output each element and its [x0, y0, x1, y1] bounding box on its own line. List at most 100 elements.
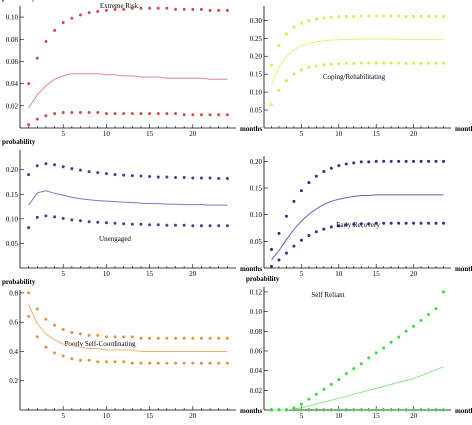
upper-point: [337, 15, 341, 19]
upper-point: [174, 336, 178, 340]
lower-point: [389, 408, 393, 412]
lower-point: [314, 230, 318, 234]
upper-point: [139, 6, 143, 10]
upper-point: [87, 170, 91, 174]
upper-point: [165, 175, 169, 179]
lower-point: [344, 61, 348, 65]
lower-point: [269, 103, 273, 107]
upper-point: [191, 336, 195, 340]
y-tick-label: 0.8: [9, 289, 18, 297]
lower-point: [191, 113, 195, 117]
x-axis-label: months: [240, 407, 262, 415]
upper-point: [352, 161, 356, 165]
upper-point: [307, 397, 311, 401]
y-tick-label: 0.6: [9, 319, 18, 327]
lower-point: [53, 112, 57, 116]
upper-point: [419, 159, 423, 163]
lower-point: [284, 251, 288, 255]
upper-point: [61, 21, 65, 25]
lower-point: [314, 64, 318, 68]
upper-point: [130, 174, 134, 178]
lower-point: [442, 61, 446, 65]
lower-point: [419, 408, 423, 412]
lower-point: [442, 221, 446, 225]
upper-point: [53, 28, 57, 32]
x-tick-label: 5: [61, 270, 65, 278]
x-tick-label: 15: [373, 270, 381, 278]
lower-point: [359, 61, 363, 65]
upper-point: [367, 356, 371, 360]
upper-point: [404, 329, 408, 333]
upper-point: [314, 392, 318, 396]
lower-point: [182, 113, 186, 117]
lower-point: [389, 221, 393, 225]
upper-point: [404, 159, 408, 163]
x-tick-label: 10: [335, 270, 343, 278]
lower-point: [27, 314, 31, 318]
lower-point: [78, 358, 82, 362]
y-tick-label: 0.10: [250, 308, 263, 316]
lower-point: [374, 221, 378, 225]
upper-point: [217, 177, 221, 181]
upper-point: [367, 160, 371, 164]
lower-point: [374, 61, 378, 65]
y-tick-label: 0.05: [250, 238, 263, 246]
y-tick-label: 0.02: [6, 102, 19, 110]
lower-point: [61, 216, 65, 220]
upper-point: [35, 307, 39, 311]
upper-point: [374, 159, 378, 163]
upper-point: [427, 14, 431, 18]
upper-point: [269, 247, 273, 251]
y-tick-label: 0.15: [250, 71, 263, 79]
x-tick-label: 10: [103, 130, 111, 138]
lower-point: [139, 222, 143, 226]
lower-point: [307, 65, 311, 69]
upper-point: [284, 214, 288, 218]
lower-point: [78, 110, 82, 114]
lower-point: [277, 258, 281, 262]
lower-point: [307, 408, 311, 412]
lower-point: [359, 408, 363, 412]
upper-point: [130, 6, 134, 10]
lower-point: [217, 224, 221, 228]
x-tick-label: 15: [373, 412, 381, 420]
upper-point: [442, 290, 446, 294]
upper-point: [165, 6, 169, 10]
lower-point: [130, 361, 134, 365]
x-axis-label: months: [240, 125, 262, 133]
upper-point: [382, 346, 386, 350]
lower-point: [148, 223, 152, 227]
lower-point: [277, 88, 281, 92]
upper-point: [352, 367, 356, 371]
upper-point: [434, 159, 438, 163]
y-tick-label: 0.4: [9, 348, 18, 356]
y-tick-label: 0.20: [250, 158, 263, 166]
lower-point: [122, 222, 126, 226]
x-tick-label: 15: [146, 412, 154, 420]
lower-point: [139, 112, 143, 116]
y-tick-label: 0.20: [6, 166, 19, 174]
upper-point: [329, 382, 333, 386]
upper-point: [148, 336, 152, 340]
lower-point: [225, 361, 229, 365]
upper-point: [344, 162, 348, 166]
lower-point: [382, 61, 386, 65]
x-tick-label: 15: [146, 270, 154, 278]
upper-point: [389, 14, 393, 18]
lower-point: [367, 61, 371, 65]
upper-point: [35, 164, 39, 168]
upper-point: [269, 63, 273, 67]
y-tick-label: 0.25: [250, 35, 263, 43]
upper-point: [191, 176, 195, 180]
upper-point: [225, 8, 229, 12]
lower-point: [70, 110, 74, 114]
upper-point: [314, 17, 318, 21]
mean-line: [271, 366, 444, 411]
lower-point: [434, 61, 438, 65]
upper-point: [404, 14, 408, 18]
upper-point: [35, 56, 39, 60]
upper-point: [104, 8, 108, 12]
upper-point: [27, 291, 31, 295]
upper-point: [352, 14, 356, 18]
